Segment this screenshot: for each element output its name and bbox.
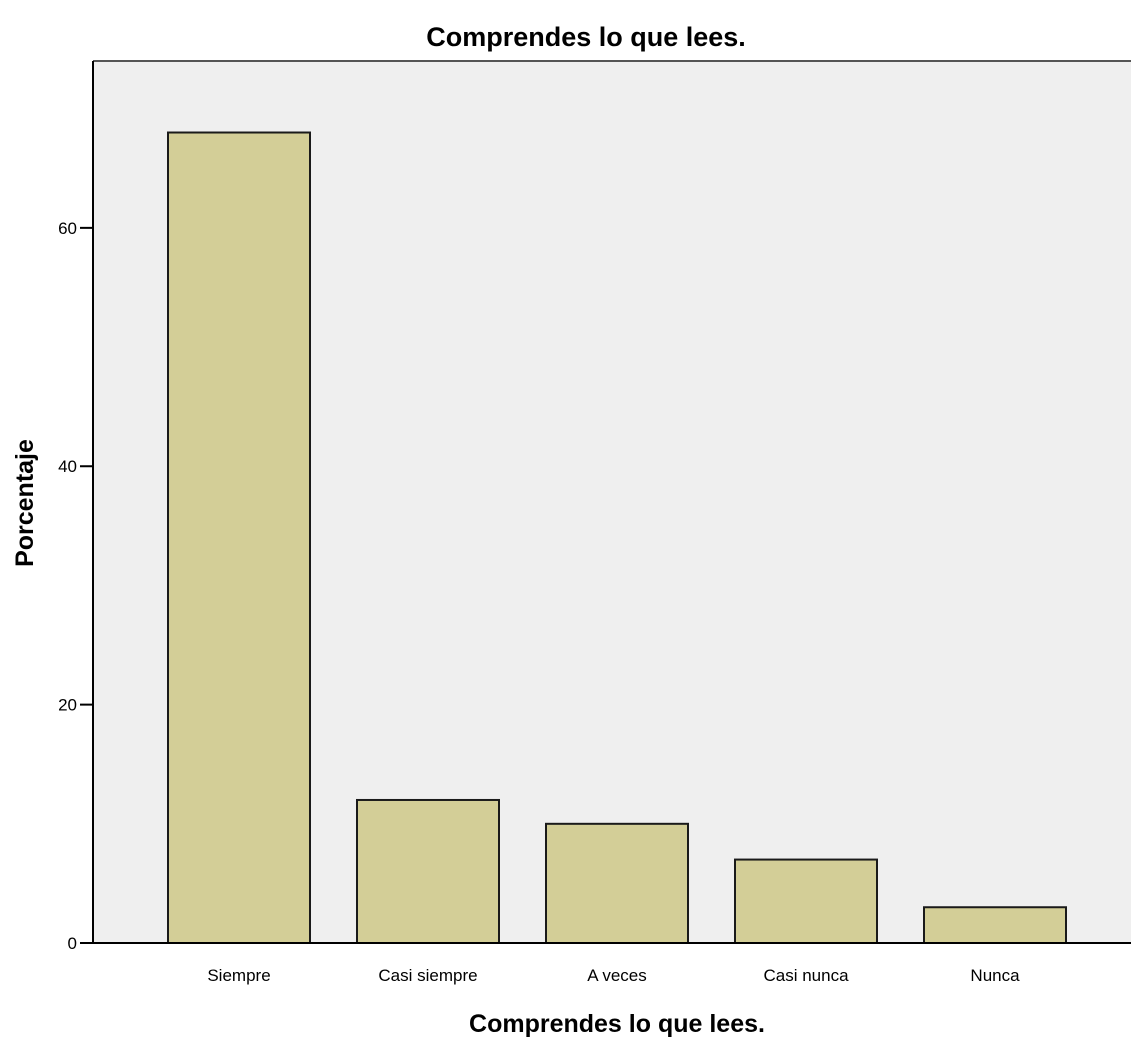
bar-casi-siempre — [356, 798, 500, 944]
y-axis-label: Porcentaje — [11, 439, 39, 567]
bars-layer — [167, 131, 1067, 945]
y-tick-label: 0 — [68, 934, 77, 953]
bar-siempre — [167, 131, 311, 945]
y-tick-label: 20 — [58, 696, 77, 715]
x-tick-label: Casi nunca — [763, 966, 849, 985]
y-tick-label: 60 — [58, 219, 77, 238]
x-axis-label: Comprendes lo que lees. — [469, 1010, 765, 1038]
x-tick-label: Siempre — [207, 966, 270, 985]
bar-nunca — [923, 906, 1067, 944]
x-tick-label: A veces — [587, 966, 647, 985]
x-tick-label: Casi siempre — [378, 966, 477, 985]
bar-a-veces — [545, 822, 689, 944]
y-tick-label: 40 — [58, 457, 77, 476]
chart-title: Comprendes lo que lees. — [426, 22, 746, 52]
x-tick-label: Nunca — [970, 966, 1020, 985]
x-tick-labels-layer: Siempre Casi siempre A veces Casi nunca Nunc… — [207, 966, 1020, 985]
y-ticks-layer: 0 20 40 60 — [58, 219, 93, 953]
bar-casi-nunca — [734, 858, 878, 944]
